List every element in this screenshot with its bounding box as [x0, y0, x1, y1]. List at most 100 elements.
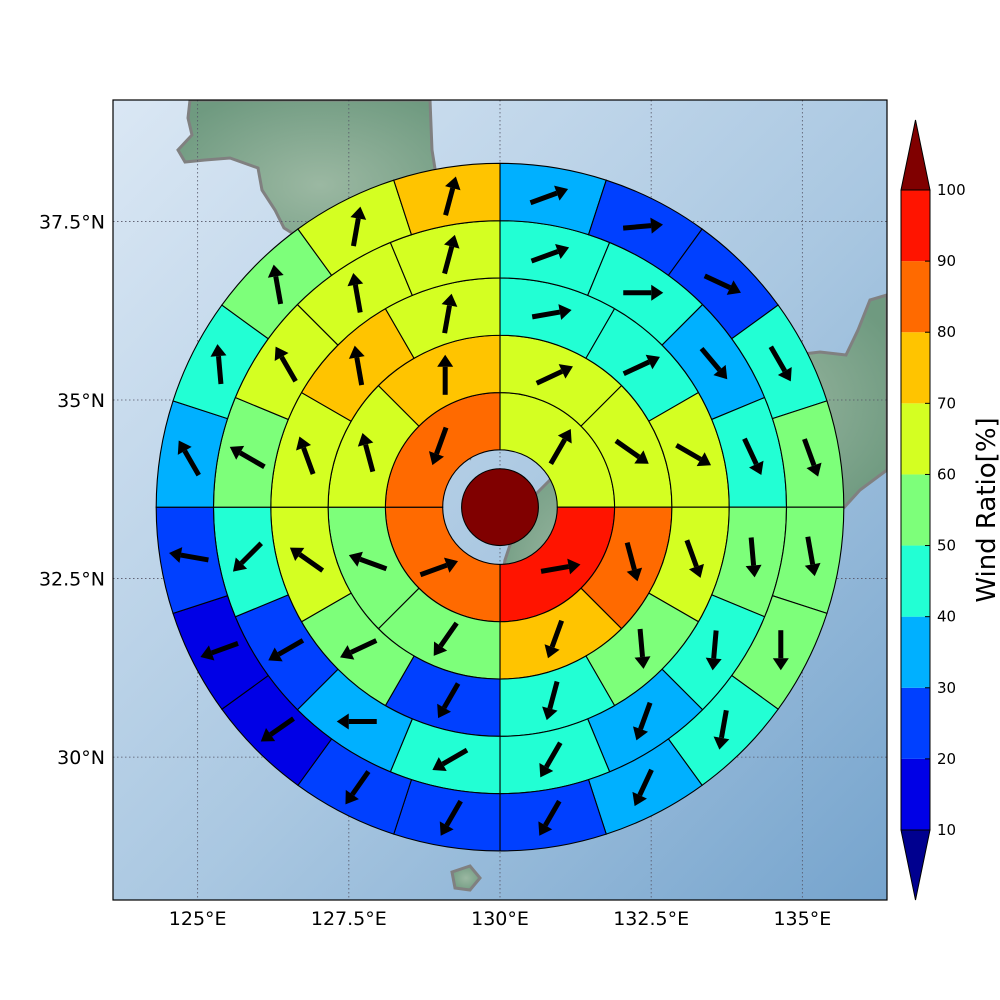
colorbar-label: Wind Ratio[%]	[972, 417, 1000, 602]
colorbar-bin	[901, 474, 930, 546]
wind-arrow	[540, 558, 581, 575]
wind-arrow	[336, 713, 377, 730]
wind-arrow	[210, 344, 227, 385]
wind-arrow	[347, 273, 364, 313]
wind-arrow	[529, 185, 569, 206]
colorbar-tick-label: 50	[937, 537, 956, 555]
wind-arrow	[232, 541, 264, 572]
colorbar: 10 20 30 40 50 60 70 80 90 100	[900, 119, 966, 901]
colorbar-over-extend	[900, 119, 931, 191]
wind-arrow	[804, 536, 821, 577]
wind-arrow	[260, 716, 295, 742]
colorbar-tick-label: 80	[937, 323, 956, 341]
ring-5-sector	[393, 162, 501, 236]
map-frame	[112, 99, 888, 901]
wind-arrow	[443, 176, 461, 216]
lon-tick-label: 125°E	[169, 908, 227, 930]
wind-direction-arrows	[169, 176, 822, 836]
colorbar-tick-label: 70	[937, 394, 956, 412]
lat-tick-label: 37.5°N	[39, 211, 105, 233]
lat-tick-label: 30°N	[57, 747, 105, 769]
colorbar-bin	[901, 687, 930, 759]
wind-arrow	[632, 768, 654, 807]
wind-arrow	[713, 709, 730, 750]
colorbar-bin	[901, 545, 930, 617]
colorbar-outline	[900, 189, 931, 831]
colorbar-bin	[901, 616, 930, 688]
colorbar-bin	[901, 190, 930, 262]
wind-arrow	[267, 264, 284, 305]
wind-arrow	[684, 539, 704, 578]
wind-arrow	[357, 433, 376, 473]
wind-arrow	[428, 426, 449, 466]
lon-tick-label: 135°E	[773, 908, 831, 930]
wind-arrow	[542, 680, 560, 721]
map-panel	[113, 100, 887, 900]
wind-arrow	[340, 638, 378, 660]
longitude-tick-labels: 125°E 127.5°E 130°E 132.5°E 135°E	[169, 908, 831, 930]
wind-arrow	[169, 547, 209, 563]
colorbar-bin	[901, 758, 930, 830]
wind-arrow	[745, 537, 762, 578]
colorbar-tick-label: 60	[937, 465, 956, 483]
colorbar-tick-label: 100	[937, 181, 966, 199]
wind-arrow	[634, 628, 651, 669]
colorbar-bin	[901, 261, 930, 333]
lat-tick-label: 32.5°N	[39, 569, 105, 591]
wind-arrow	[200, 641, 239, 661]
wind-arrow	[442, 234, 460, 275]
wind-ratio-sectors	[155, 162, 845, 852]
wind-arrow	[705, 630, 722, 671]
wind-arrow	[296, 436, 316, 475]
latitude-tick-labels: 37.5°N 35°N 32.5°N 30°N	[39, 211, 105, 769]
wind-arrow	[348, 345, 365, 386]
wind-arrow	[539, 741, 563, 778]
wind-arrow	[675, 443, 712, 467]
wind-arrow	[622, 217, 663, 234]
colorbar-bin	[901, 403, 930, 475]
colorbar-tick-label: 20	[937, 750, 956, 768]
center-disk	[461, 468, 539, 547]
wind-arrow	[544, 619, 565, 659]
wind-arrow	[348, 551, 388, 572]
wind-arrow	[350, 206, 367, 247]
colorbar-tick-label: 10	[937, 821, 956, 839]
wind-arrow	[437, 354, 454, 395]
wind-arrow	[177, 440, 201, 477]
wind-arrow	[699, 346, 728, 380]
wind-arrow	[742, 437, 764, 475]
wind-arrow	[703, 273, 741, 295]
wind-arrow	[433, 621, 459, 656]
wind-arrow	[538, 799, 562, 836]
wind-arrow	[441, 293, 458, 334]
wind-arrow	[624, 541, 643, 582]
lon-tick-label: 132.5°E	[613, 908, 689, 930]
wind-arrow	[622, 354, 660, 377]
wind-arrow	[623, 284, 664, 301]
wind-arrow	[419, 557, 459, 578]
lon-tick-label: 130°E	[471, 908, 529, 930]
wind-arrow	[768, 345, 792, 382]
land-southern-islands	[450, 864, 482, 892]
wind-arrow	[772, 630, 789, 671]
lon-tick-label: 127.5°E	[311, 908, 387, 930]
wind-arrow	[802, 438, 822, 477]
wind-arrow	[432, 747, 469, 771]
wind-arrow	[535, 364, 573, 386]
colorbar-tick-label: 30	[937, 679, 956, 697]
wind-arrow	[614, 438, 649, 464]
wind-arrow	[345, 770, 371, 805]
colorbar-tick-label: 40	[937, 608, 956, 626]
wind-arrow	[633, 701, 653, 741]
colorbar-bin	[901, 332, 930, 404]
wind-arrow	[274, 346, 298, 383]
wind-arrow	[437, 682, 461, 719]
lat-tick-label: 35°N	[57, 390, 105, 412]
colorbar-under-extend	[900, 829, 931, 901]
wind-arrow	[548, 429, 572, 465]
wind-arrow	[439, 799, 463, 836]
wind-arrow	[531, 304, 572, 320]
wind-arrow	[530, 243, 570, 264]
colorbar-tick-label: 90	[937, 252, 956, 270]
